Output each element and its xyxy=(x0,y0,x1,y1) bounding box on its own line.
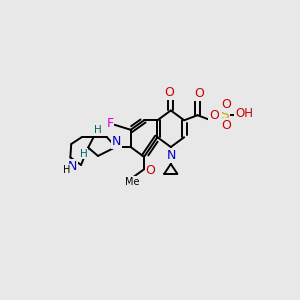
Text: O: O xyxy=(209,109,219,122)
Text: H: H xyxy=(80,148,88,159)
Text: N: N xyxy=(68,160,77,173)
Text: Me: Me xyxy=(125,177,140,187)
Text: H: H xyxy=(63,165,70,175)
Text: O: O xyxy=(164,85,174,98)
Text: O: O xyxy=(221,98,231,111)
Text: O: O xyxy=(221,119,231,132)
Text: N: N xyxy=(167,149,176,162)
Text: OH: OH xyxy=(235,107,253,120)
Text: H: H xyxy=(94,125,102,135)
Text: O: O xyxy=(194,87,204,100)
Text: O: O xyxy=(146,164,155,177)
Text: S: S xyxy=(220,108,229,122)
Text: F: F xyxy=(106,117,113,130)
Text: N: N xyxy=(112,135,121,148)
